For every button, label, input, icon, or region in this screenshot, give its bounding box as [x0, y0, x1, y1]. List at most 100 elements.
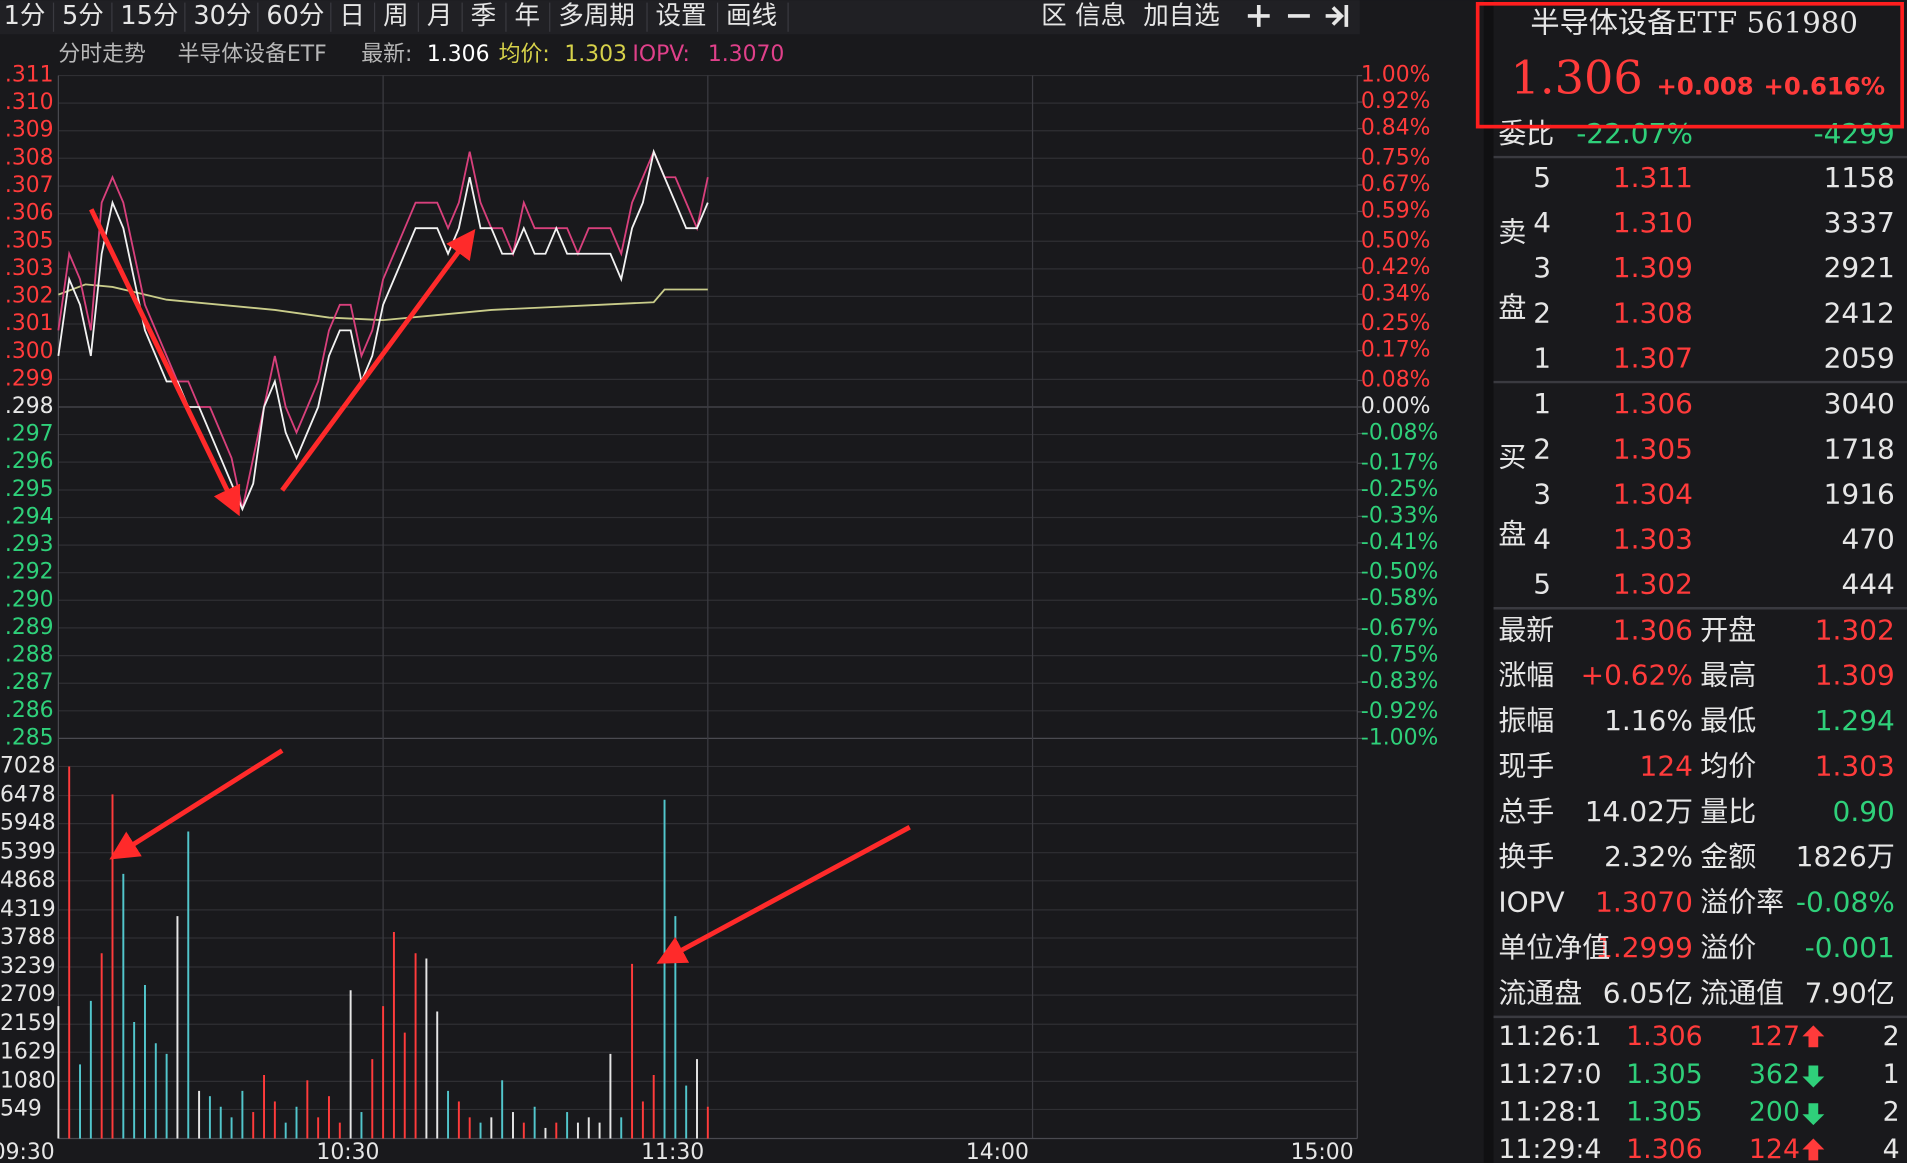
book-level: 3 — [1533, 477, 1551, 510]
stat-value: 1.306 — [1613, 613, 1693, 646]
toolbar-action[interactable]: 区 — [1041, 1, 1067, 31]
trade-time: 11:29:42 — [1498, 1134, 1618, 1163]
period-button[interactable]: 多周期 — [558, 1, 635, 31]
stat-label: 金额 — [1700, 840, 1756, 873]
trade-direction-icon — [1802, 1138, 1825, 1161]
stat-value: +0.62% — [1581, 659, 1693, 692]
book-price: 1.305 — [1613, 432, 1693, 465]
book-price: 1.308 — [1613, 296, 1693, 329]
price-change-pct: +0.616% — [1763, 72, 1885, 101]
y-tick-label: .309 — [5, 118, 54, 143]
stat-label: 开盘 — [1700, 613, 1756, 646]
period-button[interactable]: 月 — [427, 1, 453, 31]
trade-direction-icon — [1802, 1065, 1825, 1088]
trade-time: 11:28:12 — [1498, 1096, 1618, 1127]
book-volume: 2921 — [1824, 251, 1895, 284]
trade-time: 11:27:03 — [1498, 1059, 1618, 1090]
stat-label: 单位净值 — [1498, 931, 1610, 964]
period-button[interactable]: 设置 — [656, 1, 707, 31]
y-tick-label: .311 — [5, 63, 54, 88]
book-price: 1.303 — [1613, 523, 1693, 556]
y2-tick-label: -0.67% — [1361, 616, 1438, 641]
book-volume: 2059 — [1824, 341, 1895, 374]
y-tick-label: .288 — [5, 643, 54, 668]
zoom-in-icon[interactable] — [1247, 5, 1270, 27]
period-button[interactable]: 周 — [383, 1, 409, 31]
y2-tick-label: -0.50% — [1361, 560, 1438, 585]
toolbar-icons — [1247, 5, 1349, 27]
trade-count: 2 — [1883, 1021, 1900, 1052]
ratio-label: 委比 — [1498, 117, 1554, 150]
stat-value: 124 — [1640, 749, 1693, 782]
info-name: 半导体设备ETF — [178, 42, 327, 67]
y-tick-label: .303 — [5, 256, 54, 281]
book-price: 1.304 — [1613, 477, 1693, 510]
trade-direction-icon — [1802, 1025, 1825, 1048]
stat-label: 涨幅 — [1498, 659, 1554, 692]
period-button[interactable]: 1分 — [4, 1, 46, 31]
book-volume: 2412 — [1824, 296, 1895, 329]
stat-value: -0.08% — [1796, 886, 1895, 919]
period-button[interactable]: 年 — [514, 1, 540, 31]
book-level: 3 — [1533, 251, 1551, 284]
security-name: 半导体设备ETF 561980 — [1530, 5, 1858, 39]
volume-tick-label: 2159 — [0, 1011, 56, 1036]
period-button[interactable]: 日 — [339, 1, 365, 31]
volume-tick-label: 549 — [0, 1096, 42, 1121]
book-price: 1.307 — [1613, 341, 1693, 374]
y2-tick-label: -0.25% — [1361, 477, 1438, 502]
period-button[interactable]: 15分 — [120, 1, 178, 31]
period-button[interactable]: 画线 — [726, 1, 777, 31]
book-level: 4 — [1533, 523, 1551, 556]
y2-tick-label: -0.83% — [1361, 669, 1438, 694]
y-tick-label: .293 — [5, 532, 54, 557]
period-button[interactable]: 60分 — [266, 1, 324, 31]
panel-divider — [1483, 0, 1494, 1163]
period-button[interactable]: 5分 — [62, 1, 104, 31]
arrow — [89, 208, 241, 517]
y2-tick-label: -0.33% — [1361, 503, 1438, 528]
stat-value: -0.001 — [1805, 931, 1895, 964]
period-button[interactable]: 季 — [471, 1, 497, 31]
trade-time: 11:26:12 — [1498, 1021, 1618, 1052]
y-tick-label: .301 — [5, 311, 54, 336]
book-volume: 470 — [1841, 523, 1894, 556]
toolbar-action[interactable]: 加自选 — [1143, 1, 1220, 31]
annotation-arrows — [89, 208, 911, 964]
y2-tick-label: -0.41% — [1361, 530, 1438, 555]
stat-label: 最新 — [1498, 613, 1554, 646]
book-level: 5 — [1533, 568, 1551, 601]
collapse-icon[interactable] — [1325, 5, 1349, 27]
y2-tick-label: -0.08% — [1361, 420, 1438, 445]
buy-label: 盘 — [1498, 517, 1526, 550]
y-tick-label: .285 — [5, 725, 54, 750]
toolbar-action[interactable]: 信息 — [1075, 1, 1126, 31]
stat-value: 1.309 — [1815, 659, 1895, 692]
info-latest-label: 最新: — [361, 42, 412, 67]
book-price: 1.302 — [1613, 568, 1693, 601]
stat-value: 6.05亿 — [1603, 976, 1693, 1009]
period-button[interactable]: 30分 — [193, 1, 251, 31]
y2-tick-label: -0.75% — [1361, 643, 1438, 668]
info-iopv: 1.3070 — [708, 42, 785, 67]
info-iopv-label: IOPV: — [632, 42, 689, 67]
y-tick-label: .290 — [5, 587, 54, 612]
trade-price: 1.305 — [1626, 1096, 1703, 1127]
stat-label: 量比 — [1700, 795, 1756, 828]
info-latest: 1.306 — [427, 42, 490, 67]
stat-label: 换手 — [1498, 840, 1554, 873]
trade-price: 1.306 — [1626, 1021, 1703, 1052]
stat-value: 14.02万 — [1585, 795, 1693, 828]
book-volume: 1158 — [1824, 161, 1895, 194]
trade-count: 2 — [1883, 1096, 1900, 1127]
stat-label: 溢价 — [1700, 931, 1756, 964]
trade-price: 1.306 — [1626, 1134, 1703, 1163]
y-tick-label: .305 — [5, 228, 54, 253]
ratio-diff: -4299 — [1814, 117, 1895, 150]
y-tick-label: .300 — [5, 339, 54, 364]
y2-tick-label: 0.42% — [1361, 255, 1431, 280]
trade-volume: 127 — [1749, 1021, 1800, 1052]
volume-tick-label: 1080 — [0, 1068, 56, 1093]
y-tick-label: .294 — [5, 505, 54, 530]
